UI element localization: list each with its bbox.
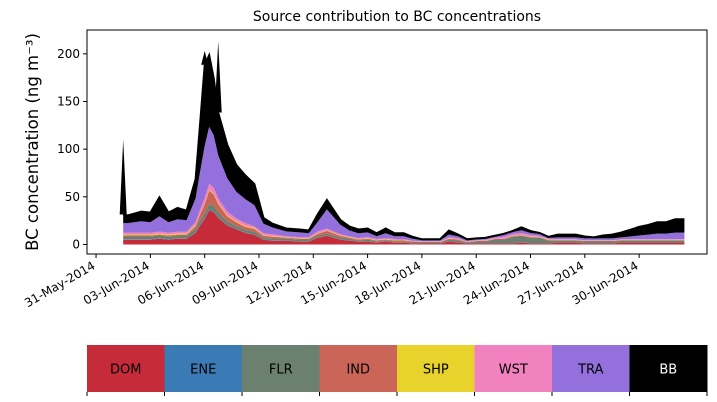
legend-swatch-dom [87, 345, 165, 392]
legend-label-bb: BB [659, 363, 677, 378]
legend-swatch-wst [474, 345, 553, 392]
bb-peak-spike-2 [214, 41, 222, 113]
y-axis-label: BC concentration (ng m⁻³) [23, 33, 42, 251]
y-tick-label: 200 [57, 47, 80, 61]
legend-swatch-bb [629, 345, 708, 392]
legend-label-ene: ENE [190, 363, 216, 378]
legend-label-flr: FLR [269, 363, 293, 378]
chart-title: Source contribution to BC concentrations [253, 9, 541, 25]
legend-swatch-flr [242, 345, 320, 392]
axes-frame [86, 29, 708, 255]
area-tra [123, 126, 685, 242]
legend-label-shp: SHP [423, 363, 449, 378]
plot-area [86, 29, 708, 255]
y-tick-label: 150 [57, 94, 80, 108]
legend-swatch-ind [319, 345, 398, 392]
legend-label-dom: DOM [110, 363, 141, 378]
source-legend-colorbar: DOM ENE FLR IND SHP WST TRA BB [86, 345, 708, 396]
legend-swatch-tra [552, 345, 630, 392]
bb-peak-spike-0 [119, 139, 127, 215]
legend-swatch-ene [164, 345, 243, 392]
y-axis: 0 50 100 150 200 [57, 47, 87, 251]
legend-label-wst: WST [499, 363, 528, 378]
legend-swatch-shp [397, 345, 475, 392]
y-tick-label: 50 [65, 190, 80, 204]
area-dom [123, 210, 685, 245]
legend-label-tra: TRA [577, 363, 603, 378]
legend-label-ind: IND [346, 363, 370, 378]
y-tick-label: 0 [72, 237, 80, 251]
y-tick-label: 100 [57, 142, 80, 156]
x-axis: 31-May-201403-Jun-201406-Jun-201409-Jun-… [22, 254, 641, 310]
total-outline [122, 52, 685, 241]
